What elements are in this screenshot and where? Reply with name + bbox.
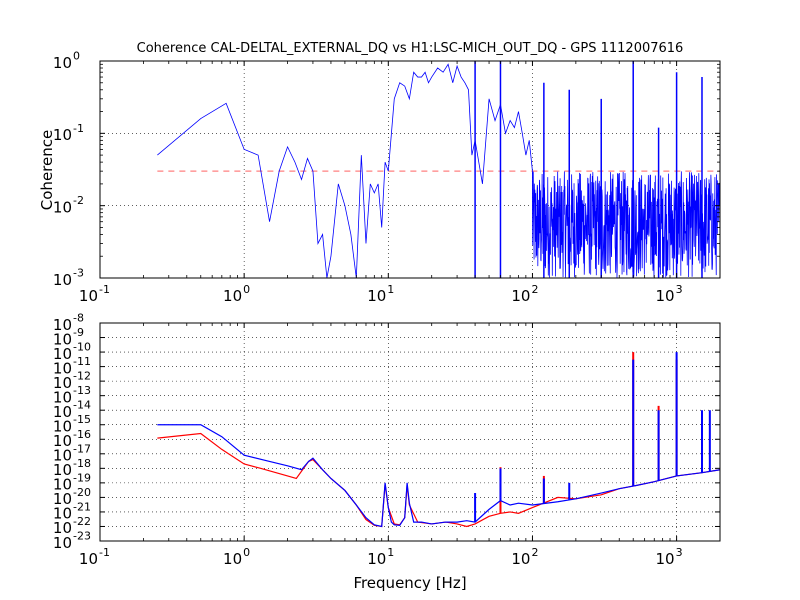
y-tick-label: 10	[53, 345, 72, 363]
y-tick-exponent: -22	[73, 515, 91, 528]
x-tick-exponent: 1	[387, 283, 394, 296]
y-tick-exponent: -18	[73, 457, 91, 470]
x-tick-label: 10	[79, 287, 98, 305]
y-tick-exponent: -23	[73, 530, 91, 543]
coherence-title: Coherence CAL-DELTAL_EXTERNAL_DQ vs H1:L…	[137, 41, 684, 56]
y-tick-exponent: -11	[73, 355, 91, 368]
x-tick-label: 10	[656, 287, 675, 305]
coherence-y-axis-label: Coherence	[38, 130, 56, 210]
y-tick-exponent: -14	[73, 399, 91, 412]
y-tick-exponent: -9	[73, 326, 84, 339]
y-tick-exponent: -2	[73, 194, 84, 207]
y-tick-exponent: -8	[73, 312, 84, 325]
y-tick-label: 10	[53, 403, 72, 421]
y-tick-label: 10	[53, 505, 72, 523]
x-tick-exponent: 0	[243, 546, 250, 559]
x-tick-exponent: -1	[99, 283, 110, 296]
y-tick-label: 10	[53, 461, 72, 479]
y-tick-label: 10	[53, 417, 72, 435]
y-tick-label: 10	[53, 519, 72, 537]
y-tick-label: 10	[53, 198, 72, 216]
y-tick-label: 10	[53, 374, 72, 392]
y-tick-label: 10	[53, 330, 72, 348]
y-tick-label: 10	[53, 490, 72, 508]
x-tick-label: 10	[223, 287, 242, 305]
y-tick-exponent: -19	[73, 471, 91, 484]
x-tick-label: 10	[223, 550, 242, 568]
coherence-ticks: 10 -1 10 0 10 1 10 2 10 310 -310 -210 -110 0	[53, 50, 720, 305]
y-tick-exponent: -12	[73, 370, 91, 383]
y-tick-exponent: -21	[73, 500, 91, 513]
y-tick-exponent: -3	[73, 267, 84, 280]
y-tick-exponent: -13	[73, 384, 91, 397]
y-tick-label: 10	[53, 359, 72, 377]
y-tick-exponent: -10	[73, 341, 91, 354]
y-tick-label: 10	[53, 126, 72, 144]
x-tick-exponent: 2	[531, 283, 538, 296]
y-tick-exponent: -16	[73, 428, 91, 441]
y-tick-label: 10	[53, 388, 72, 406]
coherence-plot-frame	[99, 60, 721, 279]
y-tick-exponent: -20	[73, 486, 91, 499]
y-tick-label: 10	[53, 447, 72, 465]
x-tick-label: 10	[367, 550, 386, 568]
x-tick-exponent: -1	[99, 546, 110, 559]
x-tick-label: 10	[511, 550, 530, 568]
y-tick-label: 10	[53, 316, 72, 334]
y-tick-exponent: 0	[73, 50, 80, 63]
x-tick-label: 10	[656, 550, 675, 568]
x-tick-exponent: 3	[676, 546, 683, 559]
coherence-line	[157, 63, 721, 279]
coherence-series	[157, 61, 721, 279]
x-tick-exponent: 2	[531, 546, 538, 559]
x-tick-exponent: 0	[243, 283, 250, 296]
y-tick-label: 10	[53, 432, 72, 450]
y-tick-exponent: -17	[73, 442, 91, 455]
coherence-panel: Coherence CAL-DELTAL_EXTERNAL_DQ vs H1:L…	[38, 41, 721, 305]
x-tick-exponent: 3	[676, 283, 683, 296]
x-tick-label: 10	[511, 287, 530, 305]
spectrum-plot-frame	[99, 322, 721, 542]
spectrum-grid	[100, 323, 720, 541]
x-tick-exponent: 1	[387, 546, 394, 559]
y-tick-exponent: -1	[73, 122, 84, 135]
y-tick-label: 10	[53, 476, 72, 494]
y-tick-label: 10	[53, 54, 72, 72]
x-tick-label: 10	[79, 550, 98, 568]
spectrum-series	[157, 352, 721, 528]
y-tick-label: 10	[53, 534, 72, 552]
spectrum-x-axis-label: Frequency [Hz]	[353, 574, 466, 592]
y-tick-exponent: -15	[73, 413, 91, 426]
y-tick-label: 10	[53, 271, 72, 289]
x-tick-label: 10	[367, 287, 386, 305]
